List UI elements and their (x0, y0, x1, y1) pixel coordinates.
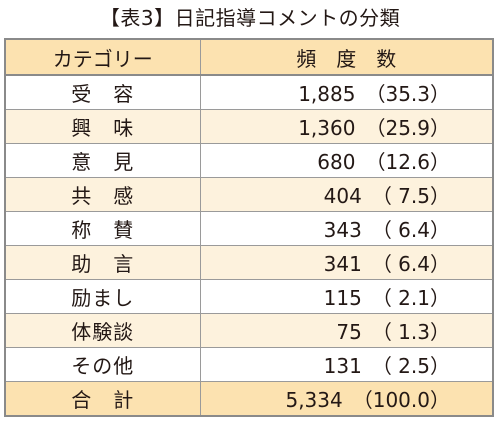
row-frequency: 1,885 （35.3） (199, 74, 494, 110)
row-percent: （12.6） (365, 150, 450, 174)
table-total-row: 合 計 5,334 （100.0） (4, 381, 494, 417)
table-row: 意 見 680 （12.6） (4, 143, 494, 178)
row-category: 称 賛 (4, 211, 201, 246)
table-row: 称 賛 343 （ 6.4） (4, 211, 494, 246)
header-frequency: 頻 度 数 (199, 38, 494, 76)
row-frequency: 115 （ 2.1） (199, 279, 494, 314)
table-row: 体験談 75 （ 1.3） (4, 313, 494, 348)
row-percent: （ 2.5） (371, 354, 450, 378)
row-count: 1,360 (298, 116, 356, 140)
total-count: 5,334 (285, 388, 343, 412)
row-percent: （ 6.4） (371, 252, 450, 276)
row-frequency: 1,360 （25.9） (199, 109, 494, 144)
header-category: カテゴリー (4, 38, 201, 76)
row-category: 意 見 (4, 143, 201, 178)
row-percent: （ 2.1） (371, 286, 450, 310)
total-category: 合 計 (4, 381, 201, 417)
row-frequency: 404 （ 7.5） (199, 177, 494, 212)
table-row: 興 味 1,360 （25.9） (4, 109, 494, 144)
table-row: 共 感 404 （ 7.5） (4, 177, 494, 212)
row-category: その他 (4, 347, 201, 382)
row-percent: （35.3） (365, 82, 450, 106)
row-count: 404 (323, 184, 362, 208)
row-category: 興 味 (4, 109, 201, 144)
row-count: 131 (323, 354, 362, 378)
table-row: 受 容 1,885 （35.3） (4, 74, 494, 110)
total-frequency: 5,334 （100.0） (199, 381, 494, 417)
row-frequency: 131 （ 2.5） (199, 347, 494, 382)
row-category: 助 言 (4, 245, 201, 280)
row-category: 受 容 (4, 74, 201, 110)
row-count: 343 (323, 218, 362, 242)
row-frequency: 75 （ 1.3） (199, 313, 494, 348)
row-percent: （ 6.4） (371, 218, 450, 242)
total-percent: （100.0） (352, 388, 450, 412)
row-count: 341 (323, 252, 362, 276)
row-count: 75 (336, 320, 362, 344)
row-frequency: 343 （ 6.4） (199, 211, 494, 246)
row-count: 115 (323, 286, 362, 310)
row-category: 励まし (4, 279, 201, 314)
row-frequency: 341 （ 6.4） (199, 245, 494, 280)
row-category: 体験談 (4, 313, 201, 348)
row-frequency: 680 （12.6） (199, 143, 494, 178)
classification-table: カテゴリー 頻 度 数 受 容 1,885 （35.3） 興 味 1,360 （25… (4, 38, 494, 417)
row-count: 1,885 (298, 82, 356, 106)
table-title: 【表3】日記指導コメントの分類 (99, 6, 401, 30)
table-header-row: カテゴリー 頻 度 数 (4, 38, 494, 76)
row-percent: （25.9） (365, 116, 450, 140)
row-category: 共 感 (4, 177, 201, 212)
table-row: その他 131 （ 2.5） (4, 347, 494, 382)
table-row: 励まし 115 （ 2.1） (4, 279, 494, 314)
row-percent: （ 7.5） (371, 184, 450, 208)
row-count: 680 (317, 150, 356, 174)
table-row: 助 言 341 （ 6.4） (4, 245, 494, 280)
row-percent: （ 1.3） (371, 320, 450, 344)
